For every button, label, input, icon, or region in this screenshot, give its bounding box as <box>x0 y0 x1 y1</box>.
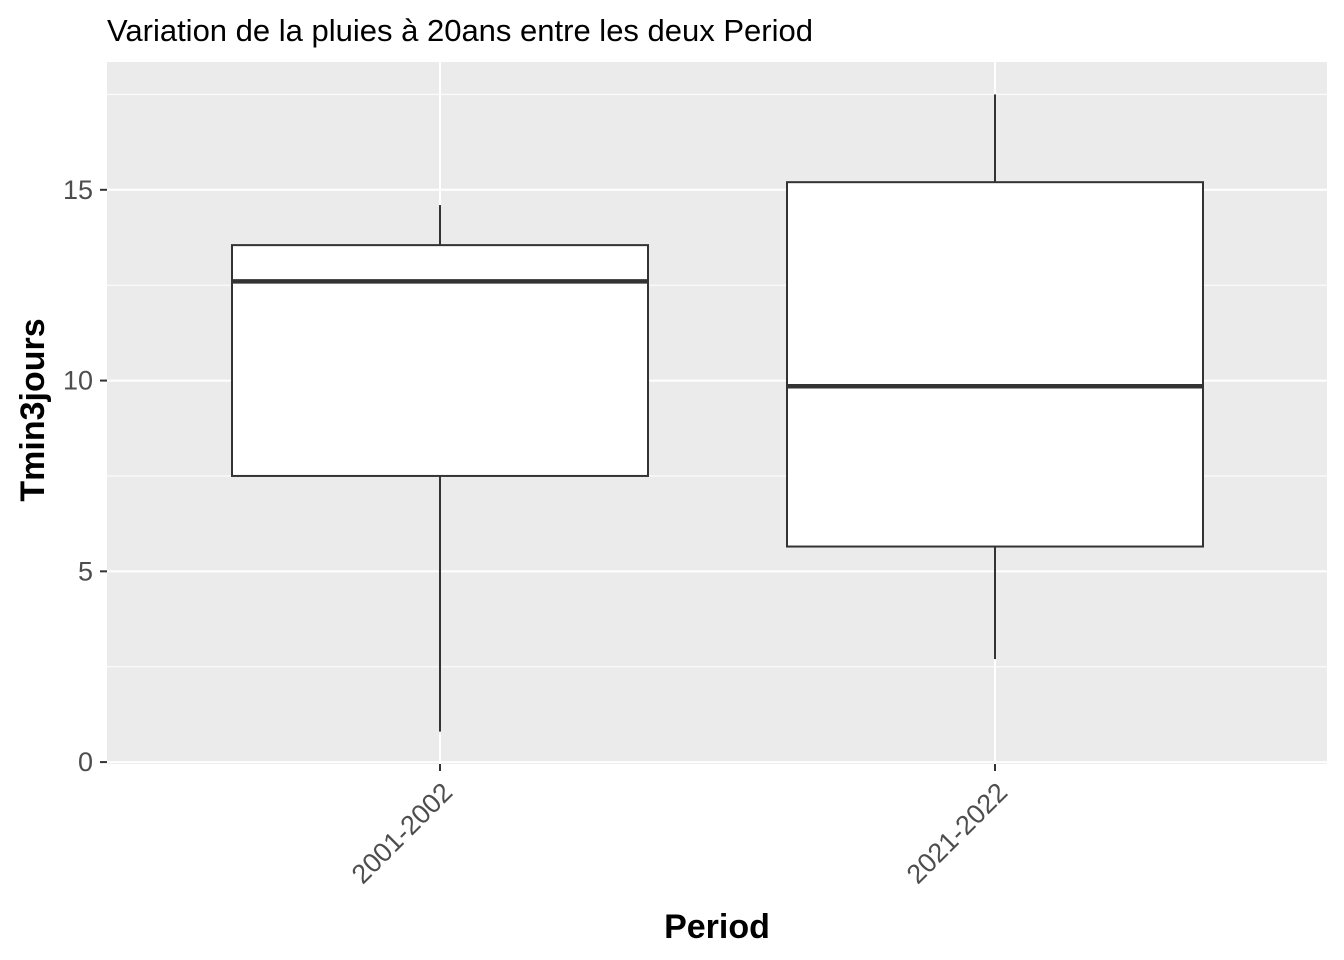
x-tick-label: 2001-2002 <box>346 777 459 890</box>
x-axis-title: Period <box>664 908 770 946</box>
y-axis-title: Tmin3jours <box>14 318 52 501</box>
iqr-box <box>786 181 1204 548</box>
x-tick-label: 2021-2022 <box>901 777 1014 890</box>
box-2021-2022 <box>786 94 1204 660</box>
chart-title: Variation de la pluies à 20ans entre les… <box>107 13 813 48</box>
boxes <box>231 94 1204 732</box>
y-tick-label: 0 <box>78 747 93 777</box>
y-tick-label: 10 <box>63 366 93 396</box>
y-tick-label: 5 <box>78 556 93 586</box>
box-2001-2002 <box>231 205 649 732</box>
y-tick-label: 15 <box>63 175 93 205</box>
